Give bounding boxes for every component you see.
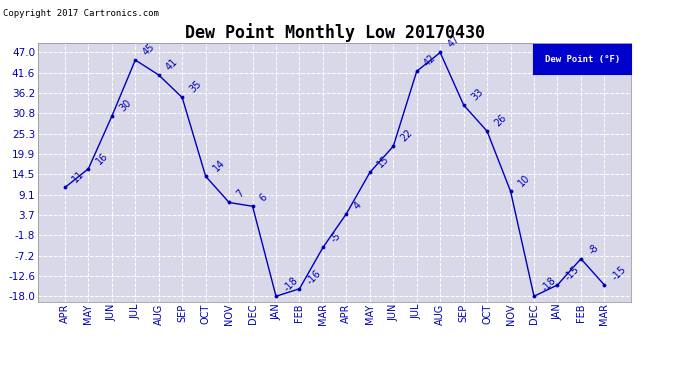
Text: -18: -18 (282, 275, 299, 294)
Text: -5: -5 (328, 231, 342, 245)
Text: 30: 30 (117, 98, 133, 114)
Text: -18: -18 (540, 275, 558, 294)
Text: 45: 45 (141, 41, 157, 57)
Title: Dew Point Monthly Low 20170430: Dew Point Monthly Low 20170430 (185, 22, 484, 42)
Text: -15: -15 (563, 264, 581, 282)
Text: 47: 47 (446, 34, 462, 50)
Text: Copyright 2017 Cartronics.com: Copyright 2017 Cartronics.com (3, 9, 159, 18)
Text: 42: 42 (422, 53, 438, 69)
Text: 16: 16 (94, 150, 110, 166)
Text: 4: 4 (352, 200, 364, 211)
Text: 22: 22 (399, 128, 415, 144)
Text: 10: 10 (516, 173, 532, 189)
Text: 14: 14 (211, 158, 227, 174)
Text: -8: -8 (586, 242, 600, 256)
Text: -16: -16 (305, 268, 323, 286)
Text: 11: 11 (70, 169, 86, 185)
Text: 7: 7 (235, 188, 246, 200)
Text: 41: 41 (164, 57, 180, 72)
Text: 6: 6 (258, 192, 270, 204)
Text: 26: 26 (493, 112, 509, 129)
Text: -15: -15 (610, 264, 628, 282)
Text: 33: 33 (469, 87, 485, 102)
Text: 35: 35 (188, 79, 204, 95)
Text: 15: 15 (375, 154, 391, 170)
